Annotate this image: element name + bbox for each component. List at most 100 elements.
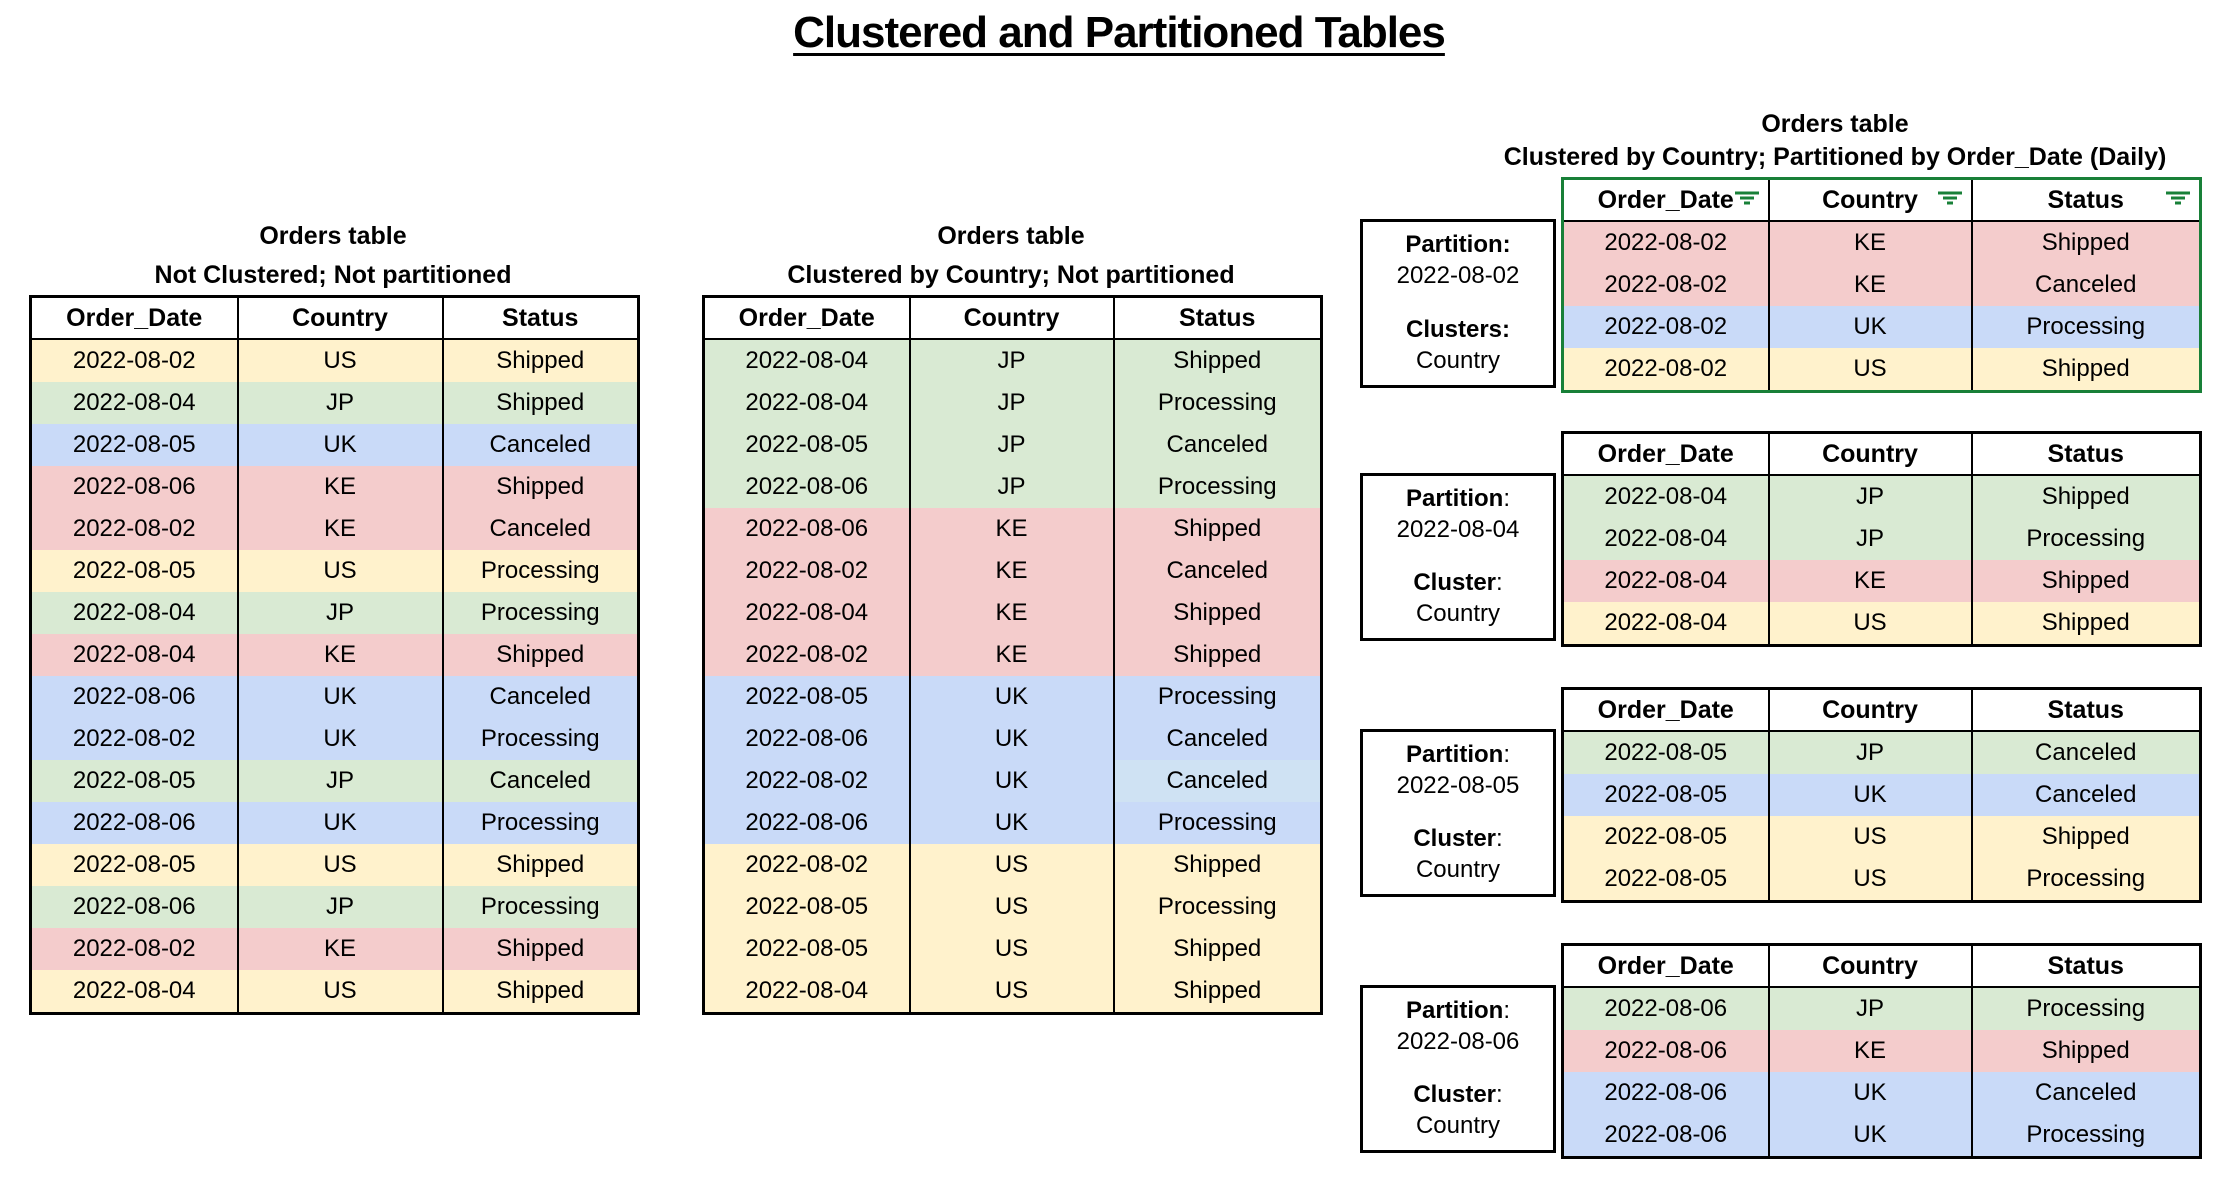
cell-order-date: 2022-08-02 bbox=[702, 760, 911, 802]
cell-country: UK bbox=[908, 760, 1115, 802]
cell-order-date: 2022-08-06 bbox=[29, 802, 239, 844]
filter-icon bbox=[2166, 191, 2190, 209]
table-row: 2022-08-06 KE Shipped bbox=[702, 508, 1323, 550]
cell-order-date: 2022-08-04 bbox=[1561, 518, 1770, 560]
cell-status: Processing bbox=[1970, 858, 2202, 902]
cell-country: US bbox=[1767, 816, 1973, 858]
cell-order-date: 2022-08-06 bbox=[29, 676, 239, 718]
table-row: 2022-08-06 JP Processing bbox=[1561, 987, 2202, 1030]
partition-label-box: Partition: 2022-08-06 Cluster: Country bbox=[1360, 985, 1556, 1153]
cell-status: Processing bbox=[1112, 382, 1323, 424]
cell-country: JP bbox=[1767, 987, 1973, 1030]
cell-status: Shipped bbox=[1970, 475, 2202, 518]
partition-label: Partition: bbox=[1405, 231, 1511, 258]
cell-status: Shipped bbox=[1112, 928, 1323, 970]
column-header-country: Country bbox=[1767, 687, 1973, 732]
cell-status: Processing bbox=[1112, 676, 1323, 718]
cell-country: US bbox=[236, 550, 444, 592]
cell-order-date: 2022-08-05 bbox=[29, 844, 239, 886]
cell-order-date: 2022-08-05 bbox=[702, 676, 911, 718]
cell-country: JP bbox=[908, 339, 1115, 382]
cell-order-date: 2022-08-02 bbox=[1561, 306, 1770, 348]
cell-status: Shipped bbox=[441, 928, 640, 970]
cluster-label: Cluster: bbox=[1413, 1081, 1503, 1108]
cell-country: UK bbox=[908, 802, 1115, 844]
cell-status: Processing bbox=[1970, 518, 2202, 560]
cell-status: Shipped bbox=[441, 634, 640, 676]
cell-status: Shipped bbox=[1112, 634, 1323, 676]
cell-order-date: 2022-08-04 bbox=[1561, 475, 1770, 518]
partition-label-box: Partition: 2022-08-05 Cluster: Country bbox=[1360, 729, 1556, 897]
column-header-status: Status bbox=[1970, 431, 2202, 476]
cluster-value: Country bbox=[1415, 1112, 1501, 1139]
cell-country: UK bbox=[1767, 306, 1973, 348]
table-row: 2022-08-06 KE Shipped bbox=[1561, 1030, 2202, 1072]
cell-order-date: 2022-08-06 bbox=[1561, 1030, 1770, 1072]
cell-order-date: 2022-08-02 bbox=[29, 339, 239, 382]
table-row: 2022-08-05 US Shipped bbox=[1561, 816, 2202, 858]
partition-label-group: Partition: 2022-08-02 bbox=[1363, 229, 1553, 291]
cell-order-date: 2022-08-04 bbox=[29, 634, 239, 676]
cell-country: JP bbox=[236, 592, 444, 634]
partition-label: Partition: bbox=[1405, 997, 1510, 1024]
table-row: 2022-08-02 UK Processing bbox=[1561, 306, 2202, 348]
cell-country: UK bbox=[1767, 1072, 1973, 1114]
cell-order-date: 2022-08-04 bbox=[702, 339, 911, 382]
cell-country: JP bbox=[236, 886, 444, 928]
cell-status: Shipped bbox=[441, 466, 640, 508]
table-row: 2022-08-06 UK Processing bbox=[29, 802, 640, 844]
partition-label-group: Partition: 2022-08-04 bbox=[1363, 483, 1553, 545]
cell-status: Shipped bbox=[1970, 221, 2202, 264]
table-row: 2022-08-05 JP Canceled bbox=[702, 424, 1323, 466]
left-table-title: Orders table bbox=[259, 222, 407, 250]
table-row: 2022-08-04 KE Shipped bbox=[29, 634, 640, 676]
cell-country: US bbox=[236, 844, 444, 886]
orders-table-unclustered: Order_Date Country Status 2022-08-02 US Sh… bbox=[29, 295, 640, 1015]
table-row: 2022-08-05 UK Canceled bbox=[29, 424, 640, 466]
column-header-order-date: Order_Date bbox=[1561, 687, 1770, 732]
table-row: 2022-08-05 US Processing bbox=[29, 550, 640, 592]
right-section-title: Orders table bbox=[1761, 110, 1909, 138]
cell-country: KE bbox=[908, 592, 1115, 634]
cluster-label-group: Clusters: Country bbox=[1363, 314, 1553, 376]
cell-status: Shipped bbox=[1970, 560, 2202, 602]
cell-status: Processing bbox=[441, 718, 640, 760]
table-row: 2022-08-06 UK Canceled bbox=[702, 718, 1323, 760]
column-header-country: Country bbox=[1767, 943, 1973, 988]
partition-value: 2022-08-04 bbox=[1396, 516, 1520, 543]
column-header-status: Status bbox=[1970, 943, 2202, 988]
header-row: Order_Date Country Status bbox=[1561, 431, 2202, 476]
cluster-label: Cluster: bbox=[1413, 569, 1503, 596]
table-row: 2022-08-04 JP Processing bbox=[29, 592, 640, 634]
cell-status: Shipped bbox=[1112, 970, 1323, 1014]
cell-country: UK bbox=[236, 718, 444, 760]
header-row: Order_Date Country Status bbox=[1561, 177, 2202, 222]
cell-order-date: 2022-08-04 bbox=[1561, 602, 1770, 646]
cell-status: Canceled bbox=[1112, 760, 1323, 802]
left-section-titles: Orders table Not Clustered; Not partitio… bbox=[29, 222, 637, 290]
partition-label: Partition: bbox=[1405, 741, 1510, 768]
table-row: 2022-08-04 JP Shipped bbox=[29, 382, 640, 424]
cell-country: KE bbox=[236, 634, 444, 676]
partition-table-2022-08-06: Order_Date Country Status 2022-08-06 JP Pr… bbox=[1561, 943, 2202, 1159]
cell-order-date: 2022-08-05 bbox=[702, 424, 911, 466]
cell-order-date: 2022-08-05 bbox=[1561, 731, 1770, 774]
cell-order-date: 2022-08-04 bbox=[702, 970, 911, 1014]
column-header-country: Country bbox=[236, 295, 444, 340]
cell-status: Processing bbox=[1970, 1114, 2202, 1158]
cell-order-date: 2022-08-02 bbox=[1561, 221, 1770, 264]
table-row: 2022-08-02 KE Canceled bbox=[1561, 264, 2202, 306]
cell-status: Canceled bbox=[1970, 264, 2202, 306]
table-row: 2022-08-02 US Shipped bbox=[702, 844, 1323, 886]
cell-status: Processing bbox=[441, 550, 640, 592]
middle-table-subtitle: Clustered by Country; Not partitioned bbox=[787, 261, 1235, 289]
cell-status: Canceled bbox=[1970, 774, 2202, 816]
header-row: Order_Date Country Status bbox=[29, 295, 640, 340]
cell-order-date: 2022-08-04 bbox=[29, 592, 239, 634]
cell-order-date: 2022-08-02 bbox=[1561, 264, 1770, 306]
cell-order-date: 2022-08-04 bbox=[1561, 560, 1770, 602]
cell-status: Canceled bbox=[441, 508, 640, 550]
orders-table-clustered: Order_Date Country Status 2022-08-04 JP Sh… bbox=[702, 295, 1323, 1015]
table-row: 2022-08-02 KE Shipped bbox=[29, 928, 640, 970]
